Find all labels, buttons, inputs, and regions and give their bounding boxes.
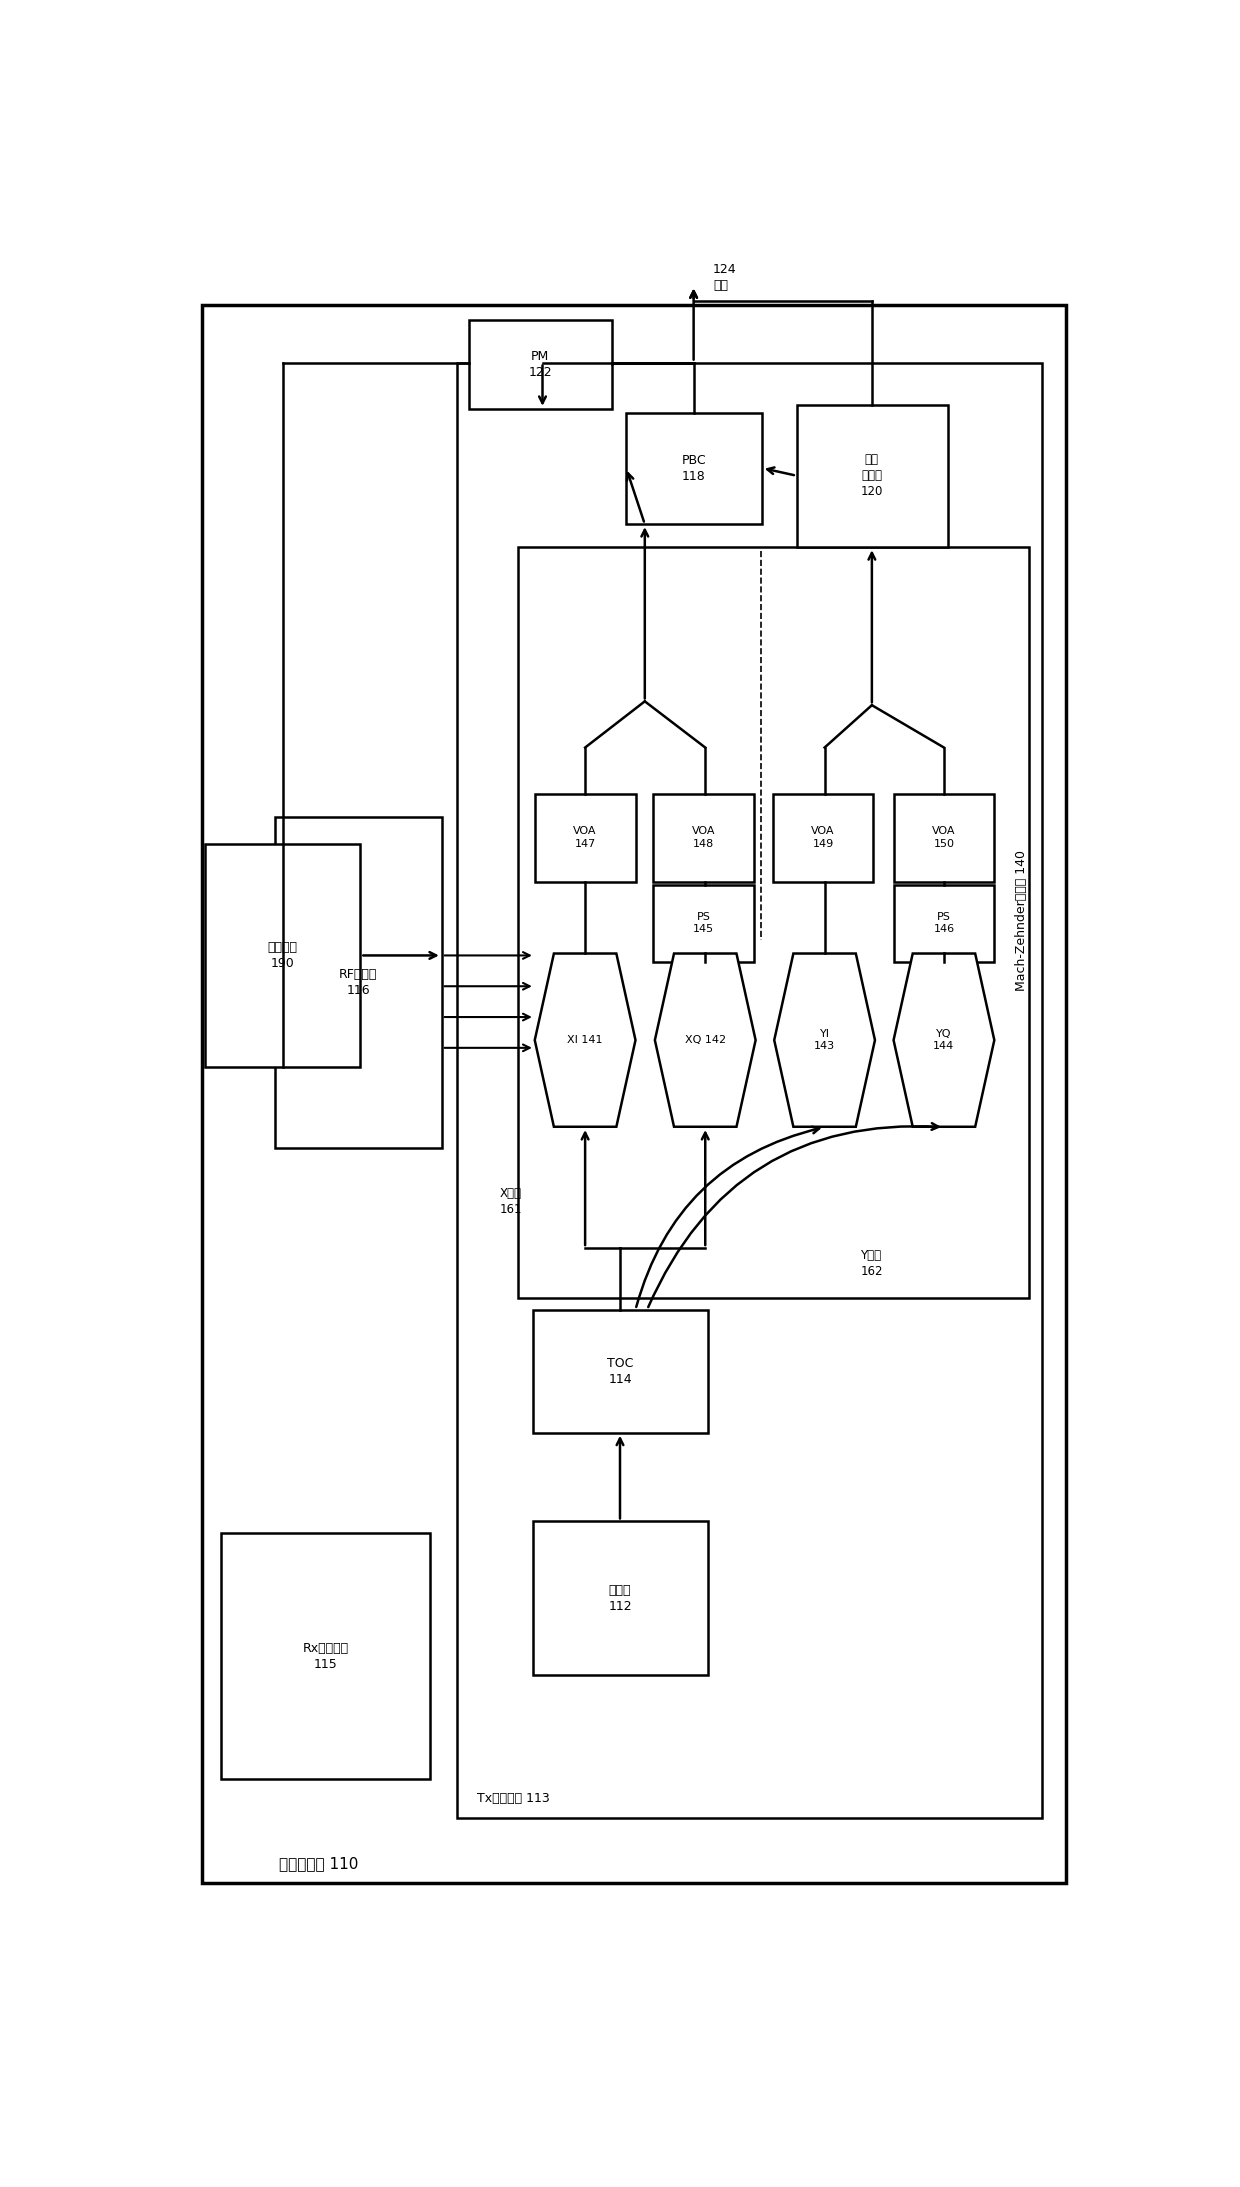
Text: 光学源
112: 光学源 112: [608, 1583, 632, 1612]
Bar: [533, 1522, 708, 1675]
Bar: [653, 794, 754, 881]
Bar: [221, 1533, 430, 1780]
FancyArrowPatch shape: [649, 1124, 939, 1308]
Text: YI
143: YI 143: [813, 1028, 836, 1052]
Text: X通道
161: X通道 161: [500, 1188, 522, 1216]
Text: 124
输出: 124 输出: [713, 262, 737, 293]
Bar: [773, 794, 873, 881]
Text: YQ
144: YQ 144: [934, 1028, 955, 1052]
Text: VOA
149: VOA 149: [811, 827, 835, 849]
Text: PM
122: PM 122: [528, 350, 552, 378]
Bar: [534, 794, 635, 881]
Bar: [275, 816, 441, 1148]
FancyArrowPatch shape: [636, 1126, 820, 1308]
Text: XI 141: XI 141: [568, 1034, 603, 1045]
Text: 偏振
控制器
120: 偏振 控制器 120: [861, 453, 883, 499]
Polygon shape: [655, 954, 755, 1126]
Text: Mach-Zehnder调制器 140: Mach-Zehnder调制器 140: [1016, 851, 1028, 991]
Bar: [201, 304, 1065, 1883]
Text: PS
145: PS 145: [693, 912, 714, 934]
Bar: [894, 794, 994, 881]
Text: PBC
118: PBC 118: [681, 453, 706, 483]
Text: VOA
150: VOA 150: [932, 827, 956, 849]
Text: 光学转发器 110: 光学转发器 110: [279, 1857, 358, 1872]
Text: VOA
148: VOA 148: [692, 827, 715, 849]
Text: 电子组件
190: 电子组件 190: [268, 940, 298, 971]
Polygon shape: [894, 954, 994, 1126]
Bar: [206, 844, 361, 1067]
Text: XQ 142: XQ 142: [684, 1034, 725, 1045]
Polygon shape: [774, 954, 875, 1126]
Bar: [518, 547, 1029, 1299]
Polygon shape: [534, 954, 635, 1126]
Text: Y通道
162: Y通道 162: [861, 1249, 883, 1277]
Text: Rx光学模块
115: Rx光学模块 115: [303, 1642, 348, 1671]
Bar: [458, 363, 1043, 1817]
Bar: [626, 413, 761, 525]
Text: Tx光学模块 113: Tx光学模块 113: [476, 1791, 549, 1804]
Bar: [894, 884, 994, 962]
Bar: [796, 405, 947, 547]
Text: PS
146: PS 146: [934, 912, 955, 934]
Bar: [469, 319, 613, 409]
Text: RF放大器
116: RF放大器 116: [339, 969, 377, 997]
Bar: [653, 884, 754, 962]
Text: TOC
114: TOC 114: [606, 1356, 634, 1387]
Bar: [533, 1310, 708, 1432]
Text: VOA
147: VOA 147: [573, 827, 596, 849]
